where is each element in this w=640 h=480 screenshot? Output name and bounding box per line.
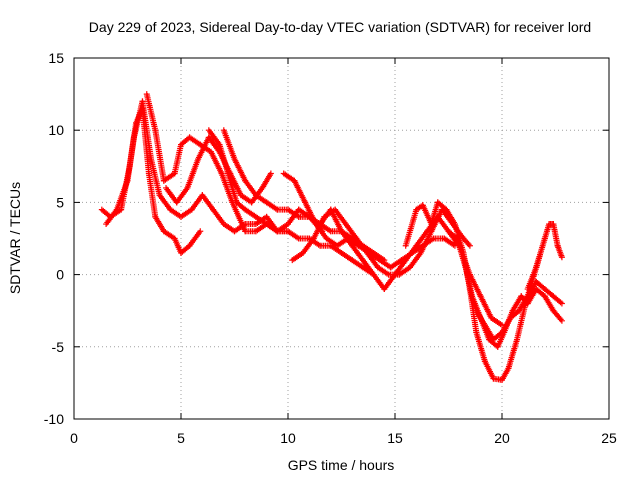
series-track-12 — [466, 278, 565, 343]
data-marker-run — [443, 206, 458, 228]
data-marker-run — [332, 206, 349, 228]
data-marker-run — [554, 242, 565, 261]
data-marker-run — [103, 206, 120, 228]
series-track-5 — [205, 127, 377, 278]
data-marker-run — [441, 235, 458, 249]
plot-frame — [73, 57, 610, 420]
data-marker-run — [402, 206, 420, 249]
data-marker-run — [541, 293, 557, 314]
data-marker-run — [218, 170, 236, 206]
data-marker-run — [349, 242, 366, 264]
data-marker-run — [113, 177, 131, 213]
data-marker-run — [488, 314, 505, 329]
data-marker-run — [139, 98, 155, 163]
data-marker-run — [513, 300, 529, 343]
data-marker-run — [550, 293, 565, 307]
data-marker-run — [524, 264, 540, 293]
data-marker-run — [143, 91, 159, 134]
data-marker-run — [259, 170, 274, 191]
data-marker-run — [417, 228, 435, 256]
data-marker-run — [302, 199, 319, 228]
data-marker-run — [406, 249, 424, 271]
y-tick-label: -5 — [52, 339, 65, 355]
data-marker-run — [381, 271, 398, 293]
x-tick-label: 20 — [494, 430, 510, 446]
data-marker-run — [550, 307, 565, 324]
x-tick-label: 5 — [177, 430, 185, 446]
data-marker-run — [481, 358, 497, 382]
data-marker-run — [460, 235, 473, 249]
data-marker-run — [205, 127, 223, 148]
data-marker-run — [353, 235, 371, 256]
data-marker-run — [299, 235, 317, 256]
data-marker-run — [229, 199, 249, 235]
chart-title: Day 229 of 2023, Sidereal Day-to-day VTE… — [89, 19, 591, 35]
data-marker-run — [434, 213, 452, 235]
y-tick-label: 5 — [56, 194, 64, 210]
data-marker-run — [231, 156, 249, 184]
axis-ticks: 0 5 10 15 20 25 -10 -5 0 5 10 15 — [44, 50, 617, 446]
data-marker-run — [184, 156, 202, 191]
data-marks — [98, 91, 565, 384]
data-marker-run — [364, 249, 381, 271]
y-tick-label: 0 — [56, 267, 64, 283]
data-marker-run — [173, 184, 191, 206]
data-marker-run — [291, 177, 309, 206]
x-tick-label: 25 — [601, 430, 617, 446]
x-tick-label: 10 — [280, 430, 296, 446]
series-track-9 — [317, 206, 505, 329]
data-marker-run — [359, 257, 377, 278]
data-marker-run — [370, 249, 388, 264]
y-tick-label: -10 — [44, 411, 64, 427]
y-tick-label: 10 — [48, 122, 64, 138]
data-marker-run — [242, 177, 259, 199]
data-marker-run — [473, 307, 488, 329]
data-marker-run — [338, 228, 356, 249]
data-marker-run — [145, 170, 159, 220]
data-marker-run — [342, 221, 360, 242]
data-marker-run — [413, 228, 431, 249]
data-marker-run — [152, 213, 167, 235]
data-marker-run — [220, 127, 238, 163]
y-axis-label: SDTVAR / TECUs — [7, 182, 23, 294]
data-marker-run — [199, 192, 217, 213]
data-marker-run — [392, 257, 409, 278]
data-marker-run — [210, 206, 227, 228]
data-marker-run — [516, 293, 531, 314]
x-tick-label: 15 — [387, 430, 403, 446]
data-marker-run — [207, 148, 225, 177]
x-axis-label: GPS time / hours — [288, 457, 395, 473]
data-marker-run — [327, 206, 345, 235]
data-marker-run — [148, 156, 163, 199]
series-track-13 — [524, 221, 565, 293]
data-marker-run — [499, 314, 514, 336]
data-marker-run — [477, 293, 495, 321]
y-tick-label: 15 — [48, 50, 64, 66]
data-marker-run — [124, 134, 137, 184]
data-marker-run — [152, 127, 167, 184]
data-marker-run — [186, 228, 204, 249]
data-marker-run — [402, 242, 420, 264]
grid — [74, 58, 609, 419]
x-tick-label: 0 — [70, 430, 78, 446]
data-marker-run — [156, 192, 174, 213]
